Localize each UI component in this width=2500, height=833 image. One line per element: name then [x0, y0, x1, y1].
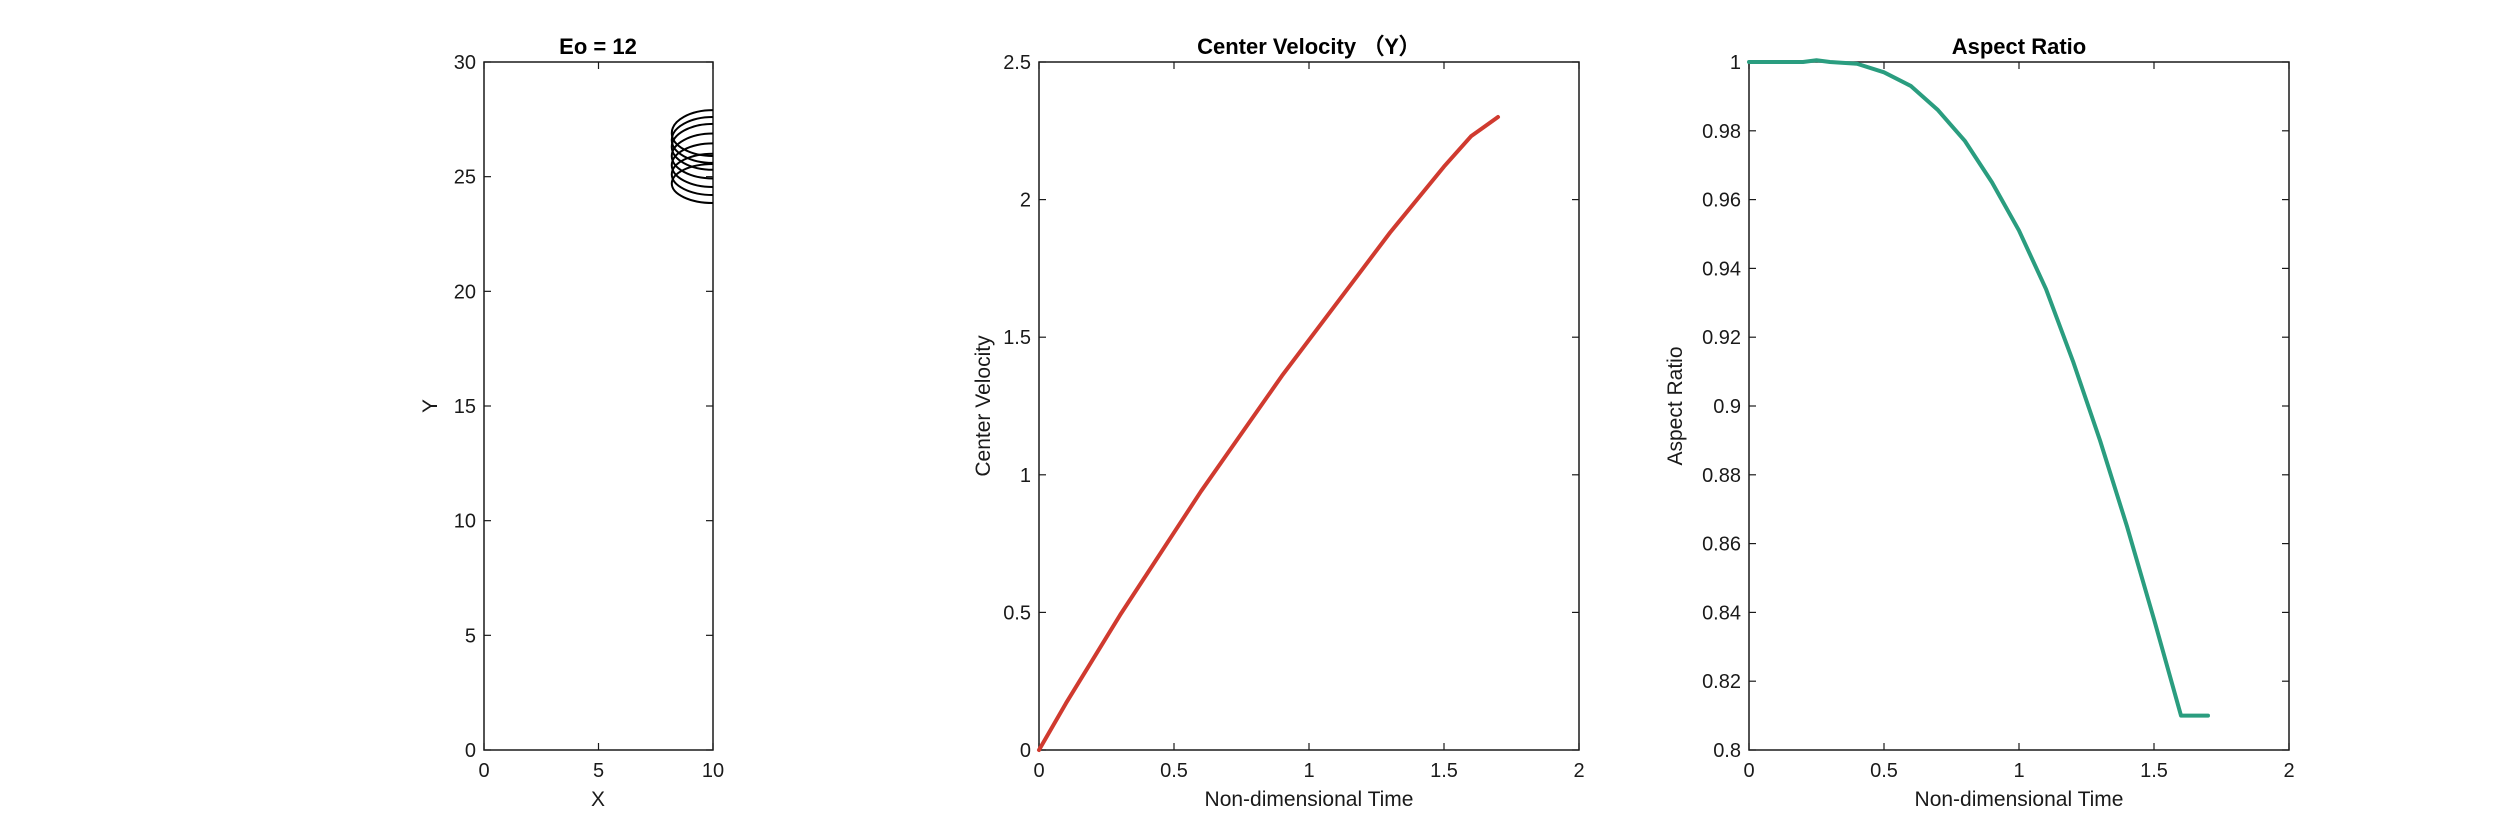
x-tick-label: 5	[593, 760, 604, 782]
bubble-contour	[670, 142, 713, 188]
y-tick-label: 0	[465, 740, 476, 762]
panel-aspect-ratio: Aspect Ratio Non-dimensional Time Aspect…	[1664, 34, 2295, 811]
y-tick-label: 0.5	[1003, 602, 1031, 624]
y-tick-label: 2	[1020, 190, 1031, 212]
x-tick-label: 1.5	[2140, 760, 2168, 782]
y-tick-label: 0.88	[1702, 465, 1741, 487]
x-tick-label: 1	[1303, 760, 1314, 782]
x-tick-label: 1.5	[1430, 760, 1458, 782]
panel-center-velocity: Center Velocity （Y） Non-dimensional Time…	[972, 34, 1585, 811]
series-line	[1037, 115, 1500, 752]
y-tick-label: 0.82	[1702, 671, 1741, 693]
y-tick-label: 2.5	[1003, 52, 1031, 74]
ticks: 0 0.5 1 1.5 2 0.8 0.82 0.84 0.86 0.88 0.9 0.92 0.94 0…	[1702, 52, 2295, 782]
y-tick-label: 5	[465, 625, 476, 647]
y-axis-label: Aspect Ratio	[1664, 346, 1687, 465]
marks	[1747, 58, 2210, 718]
bubble-contour	[670, 163, 713, 205]
chart-title: Aspect Ratio	[1952, 34, 2086, 59]
y-tick-label: 0.92	[1702, 327, 1741, 349]
plot-box	[1038, 61, 1580, 751]
x-axis-label: Non-dimensional Time	[1205, 788, 1414, 811]
panel-bubble-shape: Eo = 12 X Y 0 5 10 0 5 10 15 20 25 30	[419, 34, 724, 811]
bubble-contours	[670, 109, 713, 205]
y-tick-label: 10	[454, 511, 476, 533]
y-axis-label: Y	[419, 399, 442, 413]
plot-box	[483, 61, 714, 751]
series-line	[1747, 58, 2210, 718]
y-tick-label: 0.98	[1702, 121, 1741, 143]
x-tick-label: 0.5	[1160, 760, 1188, 782]
bubble-contour	[670, 116, 713, 164]
chart-title: Eo = 12	[559, 34, 637, 59]
ticks: 0 0.5 1 1.5 2 0 0.5 1 1.5 2 2.5	[1003, 52, 1584, 782]
y-tick-label: 0.86	[1702, 534, 1741, 556]
bubble-contour	[670, 109, 713, 158]
x-tick-label: 0	[478, 760, 489, 782]
chart-title: Center Velocity （Y）	[1197, 34, 1421, 59]
x-tick-label: 0.5	[1870, 760, 1898, 782]
x-tick-label: 2	[2283, 760, 2294, 782]
y-tick-label: 1.5	[1003, 327, 1031, 349]
x-tick-label: 10	[702, 760, 724, 782]
y-axis-label: Center Velocity	[972, 335, 995, 477]
y-tick-label: 0	[1020, 740, 1031, 762]
bubble-contour	[670, 122, 713, 171]
x-tick-label: 0	[1033, 760, 1044, 782]
y-tick-label: 30	[454, 52, 476, 74]
x-tick-label: 0	[1743, 760, 1754, 782]
x-tick-label: 1	[2013, 760, 2024, 782]
y-tick-label: 25	[454, 167, 476, 189]
bubble-contour	[670, 132, 713, 180]
x-axis-label: Non-dimensional Time	[1915, 788, 2124, 811]
y-tick-label: 0.9	[1713, 396, 1741, 418]
plot-box	[1748, 61, 2290, 751]
y-tick-label: 1	[1730, 52, 1741, 74]
y-tick-label: 1	[1020, 465, 1031, 487]
bubble-contour	[670, 152, 713, 197]
y-tick-label: 0.8	[1713, 740, 1741, 762]
y-tick-label: 0.84	[1702, 602, 1741, 624]
x-tick-label: 2	[1573, 760, 1584, 782]
y-tick-label: 0.96	[1702, 190, 1741, 212]
y-tick-label: 20	[454, 281, 476, 303]
y-tick-label: 15	[454, 396, 476, 418]
marks	[1037, 115, 1500, 752]
ticks: 0 5 10 0 5 10 15 20 25 30	[454, 52, 724, 782]
x-axis-label: X	[591, 788, 605, 811]
y-tick-label: 0.94	[1702, 258, 1741, 280]
marks	[670, 109, 713, 205]
